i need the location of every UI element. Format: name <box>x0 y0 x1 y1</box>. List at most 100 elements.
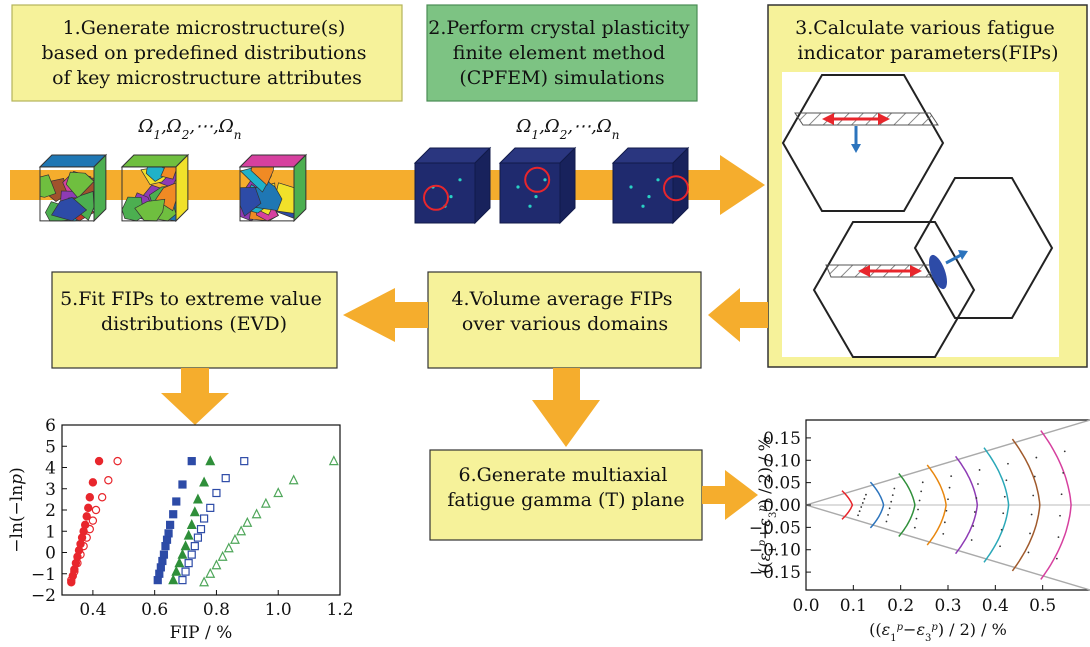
evd-data-point <box>178 576 187 585</box>
gamma-scatter-dot <box>978 469 981 471</box>
gamma-y-tick-label: −0.15 <box>749 563 801 583</box>
evd-data-point <box>206 503 215 512</box>
gamma-scatter-dot <box>1060 493 1063 496</box>
omega-symbol: Ω <box>166 116 182 137</box>
evd-y-tick-label: 1 <box>45 522 56 542</box>
evd-data-point <box>88 516 98 525</box>
step-5-line-1: 5.Fit FIPs to extreme value <box>60 288 322 310</box>
slip-arrowhead-left-top <box>822 113 834 125</box>
evd-y-label-part: −ln(−ln <box>7 485 27 553</box>
evd-data-point <box>240 457 249 466</box>
omega-symbol: Ω <box>544 116 560 137</box>
evd-data-point <box>260 497 271 508</box>
evd-data-point <box>236 525 247 536</box>
evd-data-point <box>212 488 221 498</box>
gamma-scatter-dot <box>1062 471 1065 474</box>
hotspot-dot <box>641 204 645 208</box>
axis-label-part: + <box>755 527 774 540</box>
gamma-scatter-dot <box>972 525 975 527</box>
sim-cube-side <box>559 146 576 225</box>
axis-label-part: p <box>757 505 768 512</box>
gamma-scatter-dot <box>1027 551 1030 554</box>
axis-label-part: ) / 2) / % <box>938 620 1007 639</box>
omega-subscript: 2 <box>181 128 190 142</box>
gamma-scatter-dot <box>1003 495 1006 498</box>
gamma-scatter-dot <box>865 493 867 496</box>
axis-label-part: (( <box>869 620 881 639</box>
omega-separator: ,⋯, <box>567 116 596 137</box>
evd-y-tick-label: 2 <box>45 501 56 521</box>
evd-data-point <box>181 567 190 576</box>
gamma-y-tick-label: −0.05 <box>749 518 801 538</box>
simulation-cube-1 <box>413 146 492 225</box>
step-4-line-1: 4.Volume average FIPs <box>451 288 672 310</box>
hotspot-dot <box>543 178 547 182</box>
gamma-series-curve <box>1040 430 1072 580</box>
hotspot-dot <box>647 195 651 199</box>
hotspot-dot <box>528 204 532 208</box>
gamma-envelope-lower <box>805 504 1090 591</box>
step-2-line-3: (CPFEM) simulations <box>459 67 664 89</box>
gamma-scatter-dot <box>860 506 863 508</box>
arrow-step4-to-step5 <box>343 288 428 342</box>
gamma-scatter-dot <box>1000 528 1003 531</box>
grain-hexagon-bottom <box>812 221 976 358</box>
evd-x-axis-label: FIP / % <box>170 623 233 643</box>
step-4-box: 4.Volume average FIPs over various domai… <box>427 271 702 369</box>
evd-data-point <box>187 457 196 466</box>
step-2-line-2: finite element method <box>453 42 665 64</box>
gamma-scatter-dot <box>890 500 893 503</box>
gamma-y-tick-label: −0.10 <box>749 541 801 561</box>
step-6-line-2: fatigue gamma (T) plane <box>447 489 684 511</box>
gamma-y-axis-label: ((ε1p+ε3p) / 2) / % <box>755 436 779 574</box>
gamma-scatter-dot <box>921 481 924 484</box>
gamma-series-curve <box>869 481 885 529</box>
evd-data-point <box>199 476 210 487</box>
svg-text:1.Generate microstructure(s): 1.Generate microstructure(s) based on pr… <box>41 17 372 89</box>
step-3-line-2: indicator parameters(FIPs) <box>797 42 1058 64</box>
cube-side-face <box>293 153 307 223</box>
evd-data-point <box>189 506 200 517</box>
evd-data-point <box>187 550 196 559</box>
hotspot-ring <box>663 175 689 202</box>
gamma-scatter-dot <box>913 526 916 529</box>
gamma-scatter-dot <box>977 483 979 485</box>
evd-data-point <box>196 525 206 534</box>
step-1-line-3: of key microstructure attributes <box>52 67 362 89</box>
axis-label-part: ε <box>755 553 774 562</box>
step-1-line-1: 1.Generate microstructure(s) <box>63 17 346 39</box>
hotspot-dot <box>449 195 453 199</box>
step-4-line-2: over various domains <box>462 313 668 335</box>
axis-label-part: (( <box>755 561 774 573</box>
gamma-scatter-dot <box>885 520 888 523</box>
svg-text:2.Perform crystal plasticity: 2.Perform crystal plasticity finite elem… <box>428 17 695 89</box>
gamma-envelope-upper <box>805 419 1090 506</box>
evd-x-tick-label: 0.6 <box>141 600 168 620</box>
axis-label-part: 3 <box>768 512 779 518</box>
evd-data-point <box>79 541 88 551</box>
evd-data-point <box>97 493 107 502</box>
evd-data-point <box>159 550 169 559</box>
gamma-scatter-dot <box>918 499 921 502</box>
axis-label-part: ε <box>755 518 774 527</box>
axis-label-part: ε <box>882 620 891 639</box>
gamma-scatter-dot <box>975 497 978 499</box>
evd-data-point <box>113 456 122 466</box>
omega-separator: ,⋯, <box>189 116 218 137</box>
gamma-scatter-dot <box>863 497 866 500</box>
gamma-scatter-dot <box>1005 479 1008 482</box>
evd-data-point <box>164 529 173 538</box>
gamma-scatter-dot <box>858 510 861 513</box>
arrow-step3-to-step4 <box>708 288 768 342</box>
axis-label-part: p <box>931 622 938 633</box>
gamma-x-tick-label: 0.0 <box>792 596 819 616</box>
evd-data-point <box>85 524 95 534</box>
evd-y-tick-label: −2 <box>31 586 56 606</box>
grain-hexagon-right <box>913 177 1054 319</box>
step-5-line-2: distributions (EVD) <box>101 313 287 335</box>
gamma-scatter-dot <box>1002 512 1005 515</box>
svg-text:6.Generate multiaxial fa: 6.Generate multiaxial fatigue gamma (T) … <box>447 464 684 511</box>
axis-label-part: p <box>757 539 768 546</box>
evd-data-point <box>192 493 203 504</box>
